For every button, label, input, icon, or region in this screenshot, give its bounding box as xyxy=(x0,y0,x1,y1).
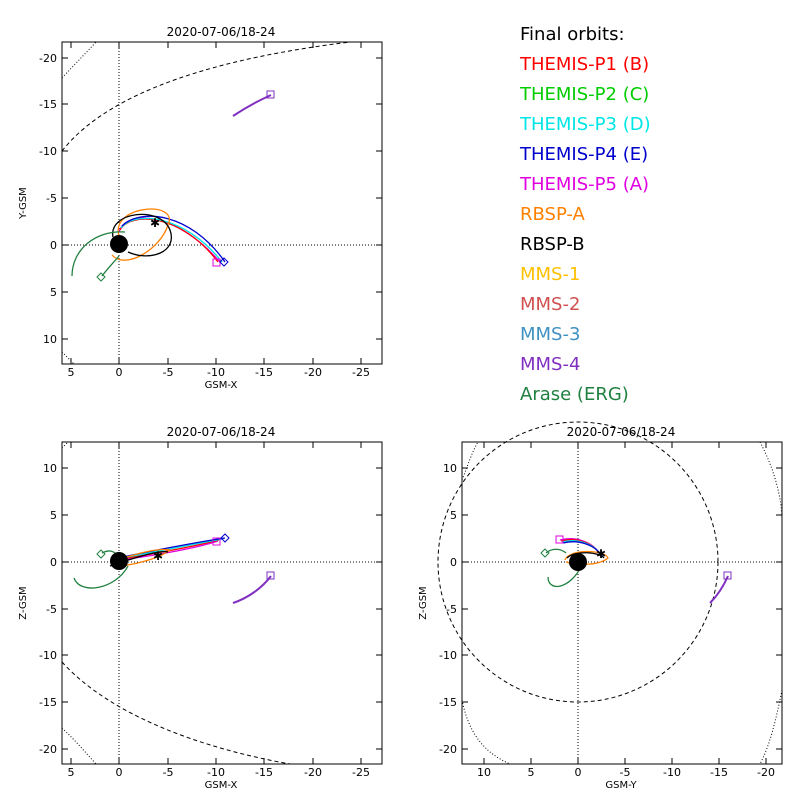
earth-marker xyxy=(110,235,128,253)
xtick-label: -15 xyxy=(255,366,273,379)
ytick-label: -15 xyxy=(39,98,57,111)
ytick-label: -20 xyxy=(39,52,57,65)
xtick-label: -25 xyxy=(352,366,370,379)
ytick-label: 0 xyxy=(450,556,457,569)
magnetopause-boundary xyxy=(61,41,351,152)
legend-item-arase: Arase (ERG) xyxy=(520,384,629,405)
magnetopause-boundary xyxy=(61,661,291,765)
panel-yz-title: 2020-07-06/18-24 xyxy=(567,425,676,439)
xtick-label: -20 xyxy=(304,766,322,779)
svg-text:✱: ✱ xyxy=(150,216,160,230)
xtick-label: 5 xyxy=(68,766,75,779)
legend-item-themis-p1: THEMIS-P1 (B) xyxy=(520,54,650,75)
xtick-label: -5 xyxy=(163,766,174,779)
bow-shock-boundary xyxy=(61,727,97,765)
xtick-label: -10 xyxy=(207,366,225,379)
xtick-label: 10 xyxy=(477,766,491,779)
ytick-label: -10 xyxy=(439,649,457,662)
legend-item-themis-p3: THEMIS-P3 (D) xyxy=(520,114,651,135)
xtick-label: -5 xyxy=(163,366,174,379)
ytick-label: -5 xyxy=(46,192,57,205)
panel-xy: 2020-07-06/18-24 5 0 -5 -10 -15 -20 -25 … xyxy=(18,25,383,391)
xtick-label: 0 xyxy=(116,366,123,379)
panel-xz-frame xyxy=(61,441,383,765)
legend-item-themis-p5: THEMIS-P5 (A) xyxy=(520,174,650,195)
xtick-label: -25 xyxy=(352,766,370,779)
ytick-label: 5 xyxy=(450,509,457,522)
ytick-label: 5 xyxy=(50,509,57,522)
legend-item-rbsp-a: RBSP-A xyxy=(520,204,585,225)
xtick-label: -20 xyxy=(304,366,322,379)
ytick-label: -5 xyxy=(446,603,457,616)
xtick-label: -10 xyxy=(663,766,681,779)
ytick-label: -10 xyxy=(39,649,57,662)
bow-shock-boundary xyxy=(61,41,97,79)
svg-text:✱: ✱ xyxy=(596,547,606,561)
panel-xy-ytick-labels: -20 -15 -10 -5 0 5 10 xyxy=(39,52,57,346)
panel-xz: 2020-07-06/18-24 5 0 -5 -10 -15 -20 -25 … xyxy=(18,425,383,791)
legend-item-mms-2: MMS-2 xyxy=(520,294,581,315)
panel-yz-xlabel: GSM-Y xyxy=(605,780,637,791)
xtick-label: 5 xyxy=(528,766,535,779)
panel-xy-guides xyxy=(61,41,382,365)
legend: Final orbits: THEMIS-P1 (B) THEMIS-P2 (C… xyxy=(520,20,651,410)
ytick-label: 0 xyxy=(50,239,57,252)
legend-item-themis-p2: THEMIS-P2 (C) xyxy=(520,84,650,105)
ytick-label: -5 xyxy=(46,603,57,616)
xtick-label: -20 xyxy=(757,766,775,779)
panel-yz-ylabel: Z-GSM xyxy=(418,586,429,619)
panel-xy-xlabel: GSM-X xyxy=(205,380,238,391)
panel-xz-ylabel: Z-GSM xyxy=(18,586,29,619)
ytick-label: 10 xyxy=(443,462,457,475)
xtick-label: 0 xyxy=(116,766,123,779)
bow-shock-boundary xyxy=(461,699,511,765)
panel-xy-xtick-labels: 5 0 -5 -10 -15 -20 -25 xyxy=(68,366,370,379)
panel-yz-frame xyxy=(461,441,783,765)
ytick-label: 10 xyxy=(43,333,57,346)
xtick-label: 0 xyxy=(575,766,582,779)
xtick-label: -15 xyxy=(255,766,273,779)
legend-title: Final orbits: xyxy=(520,24,625,45)
ytick-label: 5 xyxy=(50,286,57,299)
earth-marker xyxy=(110,552,128,570)
xtick-label: 5 xyxy=(68,366,75,379)
legend-item-mms-1: MMS-1 xyxy=(520,264,581,285)
ytick-label: 10 xyxy=(43,462,57,475)
panel-xz-xlabel: GSM-X xyxy=(205,780,238,791)
earth-marker xyxy=(569,553,587,571)
ytick-label: -10 xyxy=(39,145,57,158)
ytick-label: 0 xyxy=(50,556,57,569)
panel-xy-orbits xyxy=(71,94,272,277)
legend-item-mms-4: MMS-4 xyxy=(520,354,581,375)
xtick-label: -10 xyxy=(207,766,225,779)
legend-item-mms-3: MMS-3 xyxy=(520,324,581,345)
ytick-label: -20 xyxy=(439,743,457,756)
ytick-label: -15 xyxy=(439,696,457,709)
panel-xy-title: 2020-07-06/18-24 xyxy=(167,25,276,39)
legend-item-themis-p4: THEMIS-P4 (E) xyxy=(520,144,649,165)
svg-text:✱: ✱ xyxy=(153,549,163,563)
panel-xz-ticks xyxy=(62,442,382,764)
magnetopause-boundary xyxy=(437,421,719,703)
panel-xy-markers: ✱ xyxy=(96,90,275,282)
legend-item-rbsp-b: RBSP-B xyxy=(520,234,585,255)
xtick-label: -5 xyxy=(620,766,631,779)
panel-xy-frame xyxy=(61,41,383,365)
panel-xy-ticks xyxy=(62,42,382,364)
panel-xy-ylabel: Y-GSM xyxy=(18,187,29,220)
xtick-label: -15 xyxy=(710,766,728,779)
panel-yz: 2020-07-06/18-24 10 5 0 -5 -10 -15 -20 1… xyxy=(418,421,783,791)
ytick-label: -15 xyxy=(39,696,57,709)
panel-xz-title: 2020-07-06/18-24 xyxy=(167,425,276,439)
ytick-label: -20 xyxy=(39,743,57,756)
